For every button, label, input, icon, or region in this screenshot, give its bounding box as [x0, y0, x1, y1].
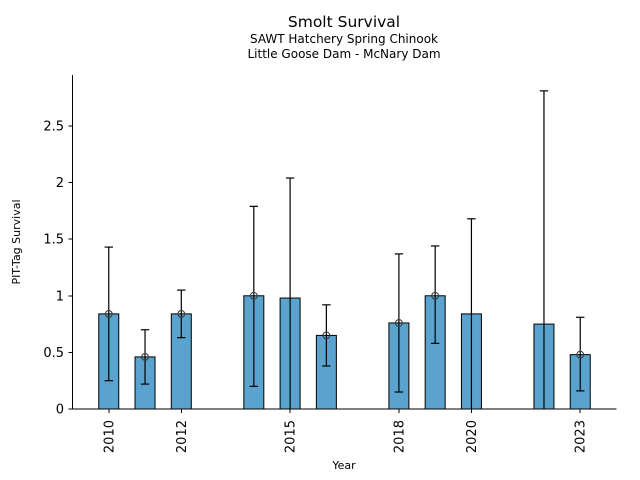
marker-2016 — [322, 331, 331, 340]
y-tick-label: 2 — [56, 176, 64, 191]
marker-2023 — [576, 350, 585, 359]
x-axis-label: Year — [331, 459, 356, 472]
y-axis-label: PIT-Tag Survival — [10, 199, 23, 284]
marker-2012 — [177, 309, 186, 318]
chart-subtitle-line2: Little Goose Dam - McNary Dam — [247, 47, 440, 61]
marker-2019 — [431, 291, 440, 300]
marker-2011 — [141, 352, 149, 361]
x-tick-label: 2012 — [175, 420, 190, 453]
x-tick-label: 2020 — [465, 420, 480, 453]
marker-2018 — [394, 319, 403, 327]
marker-2014 — [249, 291, 258, 300]
y-tick-label: 2.5 — [43, 119, 64, 134]
x-tick-label: 2018 — [392, 420, 407, 453]
plot-area: 0 0.5 1 1.5 2 2.5 2010 2012 2015 2018 2020 2023 — [43, 75, 617, 453]
y-tick-label: 0 — [56, 403, 64, 418]
y-tick-label: 0.5 — [43, 346, 64, 361]
y-tick-label: 1.5 — [43, 233, 64, 248]
x-tick-label: 2010 — [102, 420, 117, 453]
y-tick-label: 1 — [56, 289, 64, 304]
marker-2010 — [104, 309, 113, 318]
x-tick-label: 2015 — [284, 420, 299, 453]
x-tick-label: 2023 — [574, 420, 589, 453]
chart-title: Smolt Survival — [288, 13, 400, 31]
chart-subtitle-line1: SAWT Hatchery Spring Chinook — [250, 32, 438, 46]
